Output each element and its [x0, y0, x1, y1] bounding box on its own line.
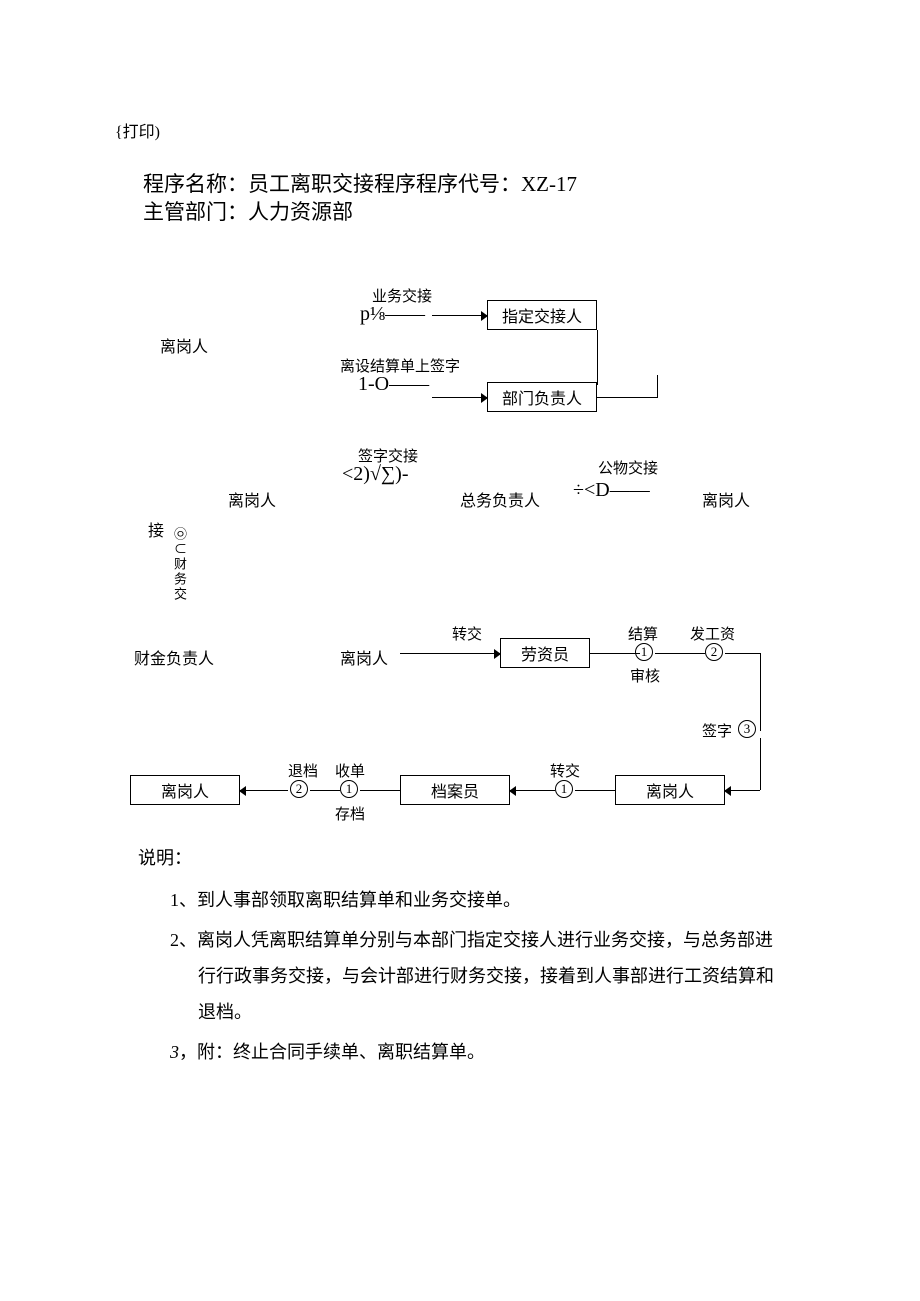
- notes-section: 说明： 1、到人事部领取离职结算单和业务交接单。 2、离岗人凭离职结算单分别与本…: [138, 840, 778, 1074]
- label-caiwujiao-inner: ㉧⊂: [172, 527, 187, 557]
- note-item-3: 3，附：终止合同手续单、离职结算单。: [138, 1034, 778, 1070]
- arrow-5: [510, 790, 555, 791]
- print-label: {打印): [115, 118, 160, 142]
- hline-4a: [310, 790, 340, 791]
- label-1o: 1-O——: [358, 373, 429, 396]
- hline-2b: [597, 397, 657, 398]
- arrow-3: [400, 653, 500, 654]
- box-ligangren-5: 离岗人: [130, 775, 240, 805]
- flowchart-diagram: 业务交接 p⅛—— 指定交接人 离岗人 离设结算单上签字 1-O—— 部门负责人…: [130, 275, 790, 835]
- label-ligangren-4: 离岗人: [340, 645, 388, 669]
- label-caiwujiao: ㉧⊂财务交: [170, 527, 189, 602]
- label-jiesuan: 结算: [628, 623, 658, 644]
- box-laoziyuan-label: 劳资员: [521, 641, 569, 665]
- label-qianzi: 签字: [702, 720, 732, 741]
- note-item-2: 2、离岗人凭离职结算单分别与本部门指定交接人进行业务交接，与总务部进行行政事务交…: [138, 922, 778, 1030]
- vline-right2: [760, 738, 761, 790]
- arrow-1: [432, 315, 487, 316]
- box-ligangren-5-label: 离岗人: [161, 778, 209, 802]
- box-zhiding-label: 指定交接人: [502, 303, 582, 327]
- vline-right: [760, 653, 761, 731]
- hline-4b: [360, 790, 400, 791]
- circle-1b: 1: [340, 780, 358, 798]
- label-ligangren-3: 离岗人: [702, 487, 750, 511]
- document-header: 程序名称：员工离职交接程序程序代号：XZ-17 主管部门：人力资源部: [143, 170, 577, 227]
- box-bumen-label: 部门负责人: [502, 385, 582, 409]
- label-zongwu: 总务负责人: [460, 487, 540, 511]
- box-ligangren-6: 离岗人: [615, 775, 725, 805]
- circle-2a: 2: [705, 643, 723, 661]
- label-cundang: 存档: [335, 803, 365, 824]
- note-1-num: 1、: [170, 890, 197, 910]
- hline-4c: [575, 790, 615, 791]
- label-tuidang: 退档: [288, 760, 318, 781]
- vline-tick: [657, 375, 658, 398]
- label-caijin: 财金负责人: [134, 645, 214, 669]
- label-ligangren-1: 离岗人: [160, 333, 208, 357]
- label-caiwujiao-text: 财务交: [172, 557, 187, 602]
- hline-3b: [590, 653, 640, 654]
- note-2-num: 2、: [170, 930, 197, 950]
- header-line-2: 主管部门：人力资源部: [143, 198, 577, 226]
- box-danganyuan: 档案员: [400, 775, 510, 805]
- circle-2b: 2: [290, 780, 308, 798]
- label-shoudan: 收单: [335, 760, 365, 781]
- notes-title: 说明：: [138, 840, 778, 876]
- note-3-sep: ，: [179, 1042, 197, 1062]
- hline-3d: [725, 653, 760, 654]
- label-ligangren-2: 离岗人: [228, 487, 276, 511]
- box-laoziyuan: 劳资员: [500, 638, 590, 668]
- note-2-text: 离岗人凭离职结算单分别与本部门指定交接人进行业务交接，与总务部进行行政事务交接，…: [197, 930, 774, 1022]
- box-danganyuan-label: 档案员: [431, 778, 479, 802]
- vline-1: [597, 330, 598, 385]
- arrow-6: [725, 790, 760, 791]
- note-3-text: 附：终止合同手续单、离职结算单。: [197, 1042, 485, 1062]
- label-zhuanjiao-2: 转交: [550, 760, 580, 781]
- arrow-4: [240, 790, 288, 791]
- label-fagongzi: 发工资: [690, 623, 735, 644]
- label-p18: p⅛——: [360, 303, 425, 326]
- box-ligangren-6-label: 离岗人: [646, 778, 694, 802]
- arrow-2: [432, 397, 487, 398]
- header-line-1: 程序名称：员工离职交接程序程序代号：XZ-17: [143, 170, 577, 198]
- box-zhiding: 指定交接人: [487, 300, 597, 330]
- box-bumen: 部门负责人: [487, 382, 597, 412]
- hline-3c: [655, 653, 705, 654]
- label-gongwu: 公物交接: [598, 457, 658, 478]
- circle-1c: 1: [555, 780, 573, 798]
- note-3-num: 3: [170, 1042, 179, 1062]
- label-shenhe: 审核: [630, 665, 660, 686]
- note-1-text: 到人事部领取离职结算单和业务交接单。: [197, 890, 521, 910]
- label-zhuanjiao-1: 转交: [452, 623, 482, 644]
- label-jie: 接: [148, 517, 164, 541]
- label-expr2: <2)√∑)-: [342, 463, 409, 486]
- label-divD: ÷<D——: [573, 479, 650, 502]
- circle-1a: 1: [635, 643, 653, 661]
- note-item-1: 1、到人事部领取离职结算单和业务交接单。: [138, 882, 778, 918]
- circle-3: 3: [738, 720, 756, 738]
